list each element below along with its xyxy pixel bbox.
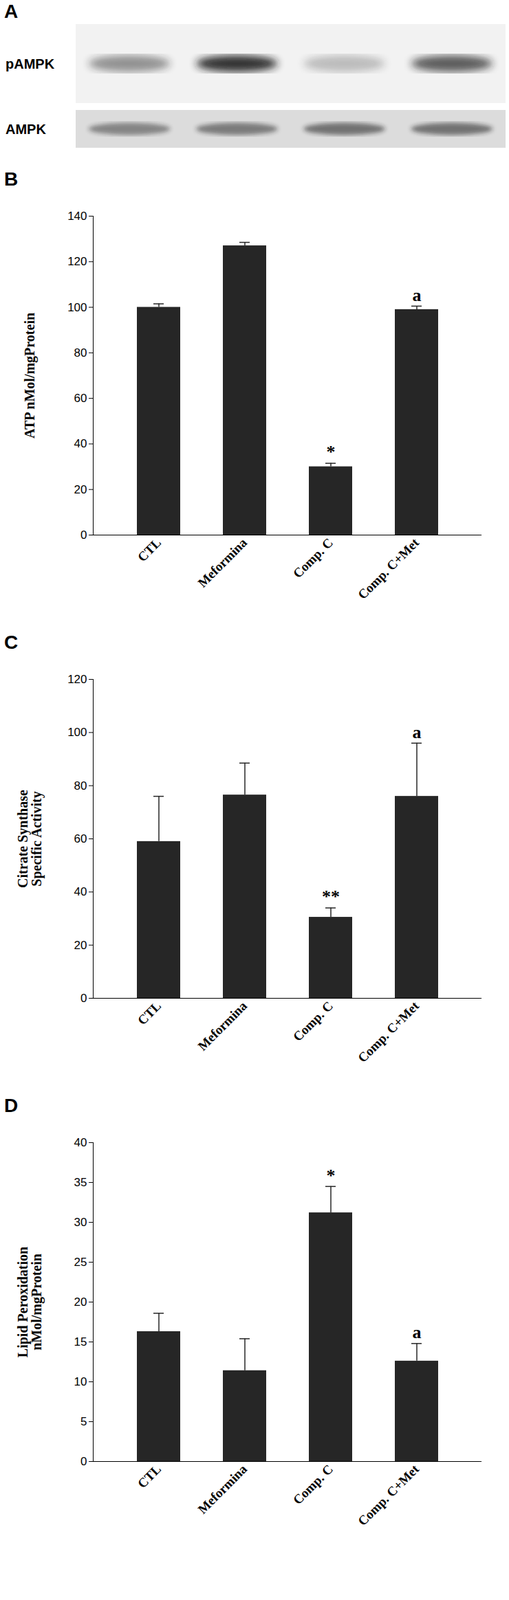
- svg-text:20: 20: [74, 939, 88, 953]
- svg-text:AMPK: AMPK: [5, 121, 47, 137]
- svg-text:120: 120: [67, 255, 87, 269]
- svg-text:0: 0: [80, 992, 87, 1006]
- svg-text:0: 0: [80, 1456, 87, 1470]
- svg-text:*: *: [326, 442, 336, 463]
- svg-text:**: **: [321, 887, 340, 908]
- svg-text:CTL: CTL: [134, 999, 164, 1029]
- svg-text:Comp. C+Met: Comp. C+Met: [354, 535, 423, 603]
- svg-text:35: 35: [74, 1176, 88, 1190]
- svg-text:CTL: CTL: [134, 1463, 164, 1492]
- svg-text:20: 20: [74, 1296, 88, 1310]
- svg-text:40: 40: [74, 1136, 88, 1151]
- svg-text:Meformina: Meformina: [194, 998, 250, 1054]
- svg-text:20: 20: [74, 483, 88, 497]
- svg-text:120: 120: [67, 673, 87, 687]
- svg-text:Comp. C: Comp. C: [290, 1463, 336, 1509]
- svg-text:40: 40: [74, 437, 88, 451]
- html-text:B: B: [4, 168, 19, 190]
- svg-text:5: 5: [80, 1416, 87, 1430]
- svg-text:140: 140: [67, 209, 87, 223]
- svg-text:Comp. C: Comp. C: [290, 535, 336, 582]
- svg-text:Comp. C: Comp. C: [290, 999, 336, 1045]
- svg-text:Citrate SynthaseSpecific Activ: Citrate SynthaseSpecific Activity: [15, 790, 45, 889]
- svg-text:Meformina: Meformina: [194, 535, 250, 591]
- svg-text:Lipid PeroxidationnMol/mgProte: Lipid PeroxidationnMol/mgProtein: [15, 1247, 45, 1359]
- html-text:D: D: [4, 1095, 19, 1118]
- svg-text:40: 40: [74, 885, 88, 900]
- svg-text:80: 80: [74, 346, 88, 360]
- svg-text:a: a: [412, 285, 422, 306]
- svg-text:CTL: CTL: [134, 535, 164, 565]
- svg-text:80: 80: [74, 780, 88, 794]
- svg-text:a: a: [412, 722, 422, 743]
- html-text:C: C: [4, 632, 19, 654]
- svg-text:25: 25: [74, 1256, 88, 1270]
- svg-text:Comp. C+Met: Comp. C+Met: [354, 998, 423, 1067]
- svg-text:30: 30: [74, 1216, 88, 1230]
- svg-text:100: 100: [67, 301, 87, 315]
- svg-text:*: *: [326, 1166, 336, 1187]
- svg-text:ATP nMol/mgProtein: ATP nMol/mgProtein: [22, 312, 38, 439]
- svg-text:15: 15: [74, 1336, 88, 1350]
- svg-text:Meformina: Meformina: [194, 1462, 250, 1518]
- svg-text:A: A: [4, 0, 18, 23]
- svg-text:Comp. C+Met: Comp. C+Met: [354, 1462, 423, 1530]
- svg-text:0: 0: [80, 528, 87, 543]
- svg-text:a: a: [412, 1323, 422, 1344]
- svg-text:100: 100: [67, 726, 87, 740]
- svg-text:60: 60: [74, 392, 88, 406]
- svg-text:10: 10: [74, 1376, 88, 1390]
- svg-text:60: 60: [74, 832, 88, 847]
- svg-text:pAMPK: pAMPK: [5, 56, 56, 72]
